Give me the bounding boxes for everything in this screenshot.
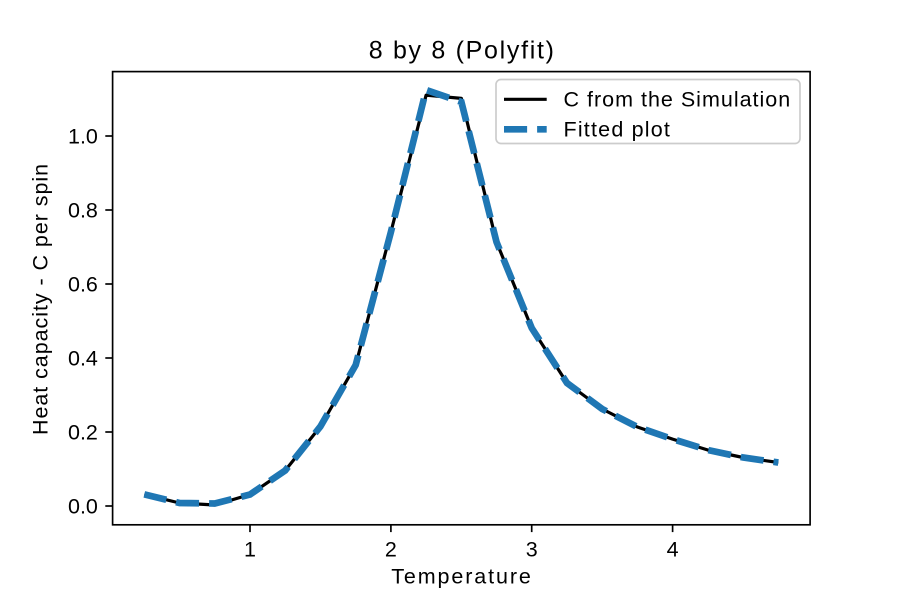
svg-text:0.0: 0.0 (68, 494, 98, 518)
svg-text:8 by 8 (Polyfit): 8 by 8 (Polyfit) (369, 36, 556, 64)
svg-text:Temperature: Temperature (391, 565, 533, 589)
svg-text:0.6: 0.6 (68, 272, 98, 296)
svg-text:2: 2 (385, 538, 397, 562)
svg-text:3: 3 (526, 538, 538, 562)
svg-text:Fitted plot: Fitted plot (564, 118, 672, 142)
svg-text:1.0: 1.0 (68, 124, 98, 148)
svg-text:4: 4 (667, 538, 679, 562)
svg-text:Heat capacity - C per spin: Heat capacity - C per spin (29, 163, 53, 435)
svg-text:1: 1 (244, 538, 256, 562)
svg-text:0.2: 0.2 (68, 420, 98, 444)
svg-text:C from the Simulation: C from the Simulation (564, 88, 792, 112)
svg-text:0.4: 0.4 (68, 346, 98, 370)
svg-text:0.8: 0.8 (68, 198, 98, 222)
